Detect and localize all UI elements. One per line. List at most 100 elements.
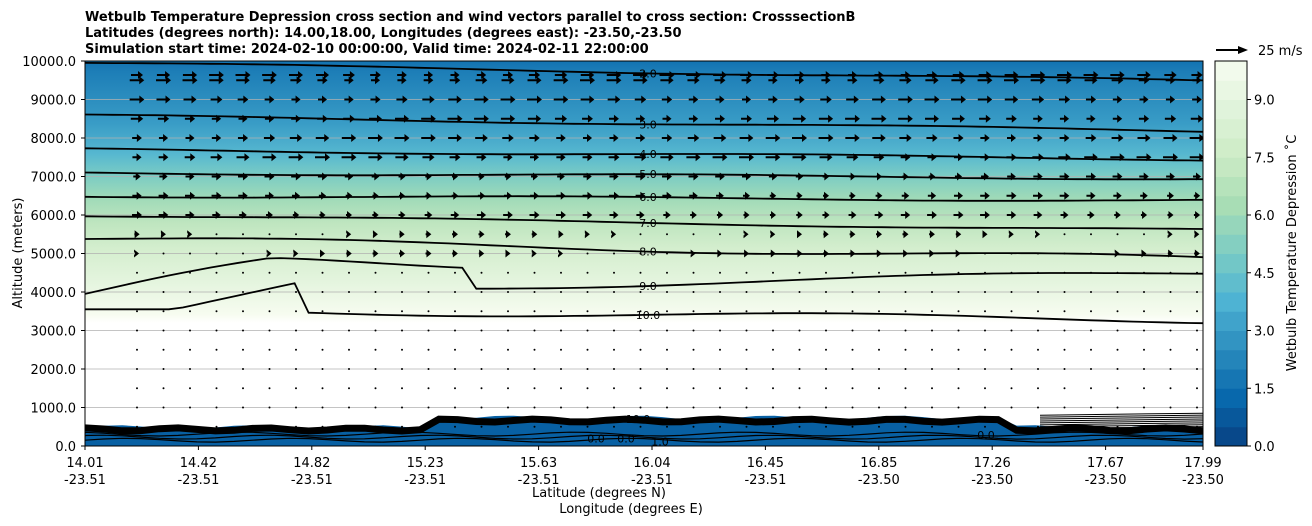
wind-vector <box>878 368 880 370</box>
wind-vector <box>529 134 540 142</box>
wind-vector <box>611 230 617 239</box>
colorbar-tick-label: 7.5 <box>1254 151 1275 166</box>
wind-vector <box>794 71 805 79</box>
x-tick-label-lat: 17.67 <box>1087 456 1124 471</box>
wind-vector <box>772 348 774 351</box>
wind-vector <box>692 271 695 274</box>
wind-vector <box>527 76 542 85</box>
wind-vector <box>582 153 593 162</box>
colorbar-tick-label: 3.0 <box>1254 325 1275 340</box>
wind-vector <box>931 310 933 313</box>
wind-vector <box>925 76 939 85</box>
wind-vector <box>639 271 642 274</box>
wind-vector <box>666 271 668 274</box>
wind-vector <box>847 76 858 85</box>
wind-vector <box>613 310 615 313</box>
wind-vector <box>1010 291 1013 293</box>
x-tick-label-lat: 17.26 <box>974 456 1011 471</box>
wind-vector <box>211 114 222 123</box>
wind-vector <box>533 368 536 370</box>
wind-vector <box>820 95 832 104</box>
wind-vector <box>162 329 165 332</box>
wind-vector <box>931 406 933 409</box>
y-tick-label: 5000.0 <box>31 248 77 263</box>
wind-vector <box>237 134 249 142</box>
wind-vector <box>1169 291 1172 293</box>
wind-vector <box>295 387 297 390</box>
wind-vector <box>533 271 536 274</box>
wind-vector <box>556 211 566 219</box>
wind-vector <box>795 172 804 181</box>
wind-key-label: 25 m/s <box>1258 44 1303 59</box>
wind-vector <box>1163 153 1178 162</box>
wind-vector <box>742 172 751 181</box>
wind-vector <box>504 172 512 181</box>
wind-vector <box>370 76 381 85</box>
wind-vector <box>984 368 986 370</box>
wind-vector <box>979 114 991 123</box>
wind-vector <box>1114 211 1121 219</box>
wind-vector <box>238 191 248 200</box>
wind-vector <box>633 71 648 79</box>
wind-vector <box>1057 71 1072 79</box>
wind-vector <box>931 387 933 390</box>
wind-vector <box>136 329 138 332</box>
wind-vector <box>1037 406 1039 409</box>
wind-vector <box>613 368 615 370</box>
x-tick-label-lat: 14.42 <box>180 456 217 471</box>
wind-vector <box>1167 249 1174 258</box>
wind-vector <box>503 211 513 219</box>
wind-vector <box>957 348 960 351</box>
surface-contour-label: 1.0 <box>651 435 669 448</box>
contour-label: 6.0 <box>639 191 657 204</box>
wind-vector <box>162 310 165 313</box>
wind-vector <box>290 76 302 85</box>
wind-vector <box>242 387 244 390</box>
x-tick-label-lat: 15.23 <box>407 456 444 471</box>
wind-vector <box>1063 425 1066 428</box>
wind-vector <box>184 153 196 162</box>
wind-vector <box>449 76 461 85</box>
wind-vector <box>692 329 695 332</box>
wind-vector <box>289 134 303 142</box>
wind-vector <box>745 291 748 293</box>
colorbar-tick-label: 0.0 <box>1254 440 1275 455</box>
wind-vector <box>427 271 430 274</box>
wind-vector <box>900 211 911 219</box>
wind-vector <box>871 114 887 123</box>
wind-vector <box>348 406 350 409</box>
wind-vector <box>448 134 462 142</box>
wind-vector <box>1143 406 1145 409</box>
wind-vector <box>136 348 138 351</box>
wind-vector <box>794 95 805 104</box>
wind-vector <box>634 95 647 104</box>
wind-vector <box>926 71 938 79</box>
wind-vector <box>873 153 885 162</box>
wind-vector <box>745 406 748 409</box>
wind-vector <box>666 425 668 428</box>
wind-vector <box>321 387 324 390</box>
wind-vector <box>719 329 721 332</box>
wind-vector <box>133 172 141 181</box>
wind-vector <box>533 425 536 428</box>
wind-vector <box>399 191 405 200</box>
wind-vector <box>401 425 403 428</box>
wind-vector <box>821 71 831 79</box>
wind-vector <box>215 406 218 409</box>
wind-vector <box>768 172 778 181</box>
wind-vector <box>768 76 778 85</box>
wind-vector <box>237 95 249 104</box>
colorbar-band <box>1215 80 1247 100</box>
wind-vector <box>851 368 854 370</box>
wind-vector <box>268 348 271 351</box>
wind-vector <box>533 406 536 409</box>
wind-vector <box>1085 134 1097 142</box>
wind-vector <box>1083 71 1099 79</box>
wind-vector <box>769 191 777 200</box>
y-tick-label: 8000.0 <box>31 132 77 147</box>
wind-vector <box>185 191 195 200</box>
wind-vector <box>878 387 880 390</box>
wind-vector <box>369 114 382 123</box>
wind-vector <box>822 211 830 219</box>
wind-vector <box>613 329 615 332</box>
